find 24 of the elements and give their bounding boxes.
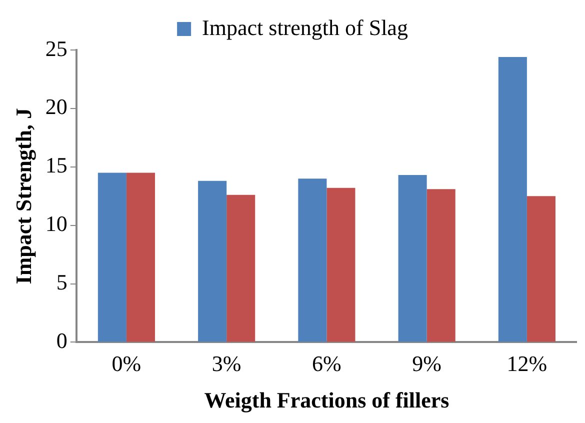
x-tick-label: 9% [412,351,442,376]
bar [226,194,256,342]
y-tick-label: 10 [45,211,68,236]
bar [398,175,427,342]
bar [298,178,327,342]
bar [98,172,126,342]
y-tick-label: 20 [45,94,68,120]
bar [326,188,356,342]
bar [426,189,456,342]
y-axis-title: Impact Strength, J [10,108,36,284]
y-tick-label: 5 [56,270,68,295]
bar [498,57,527,342]
x-tick-label: 6% [312,351,342,376]
y-tick-label: 25 [45,36,68,61]
x-axis-title: Weigth Fractions of fillers [204,387,450,412]
x-tick-label: 0% [112,351,142,376]
legend-label: Impact strength of Slag [202,14,408,40]
x-tick-label: 12% [506,351,548,376]
x-tick-label: 3% [212,351,242,376]
y-tick-label: 15 [45,152,68,178]
y-tick-label: 0 [56,328,68,353]
bar [198,180,227,342]
bar [126,172,155,342]
bar [526,196,556,342]
